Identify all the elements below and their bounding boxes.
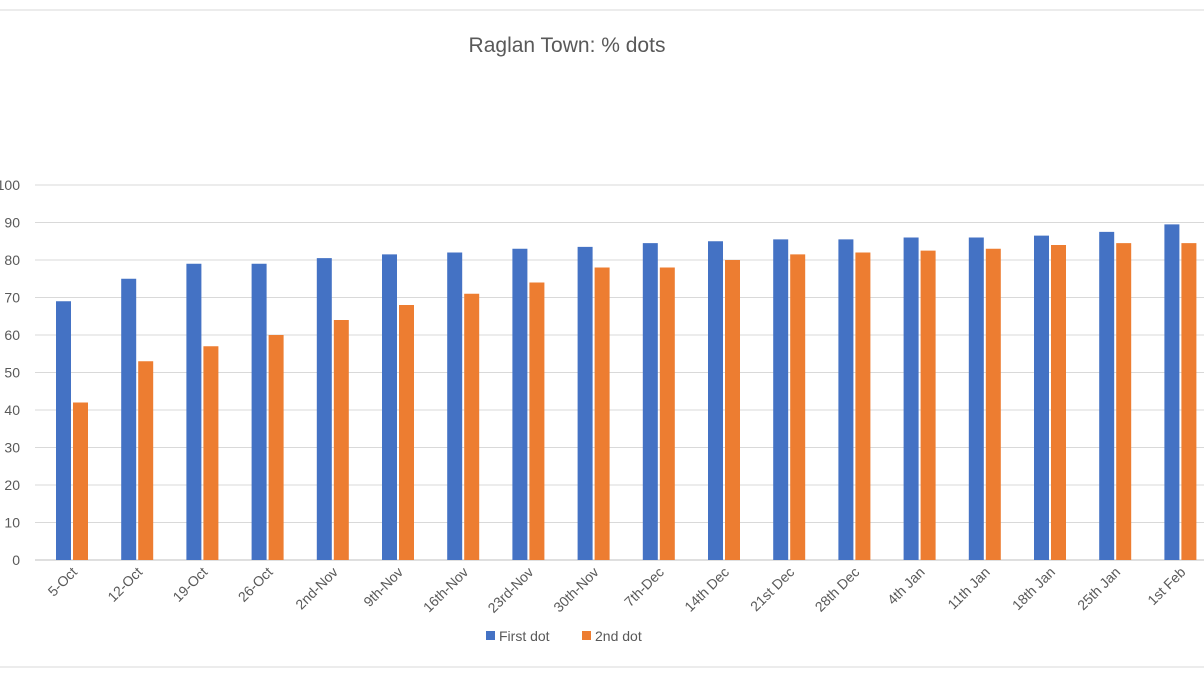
x-tick-label: 19-Oct: [169, 564, 210, 605]
bar-second-dot: [268, 335, 284, 560]
bar-second-dot: [985, 248, 1001, 560]
bar-first-dot: [773, 239, 789, 560]
x-tick-label: 14th Dec: [681, 564, 732, 615]
y-tick-label: 80: [4, 252, 20, 268]
x-tick-label: 30th-Nov: [550, 564, 601, 615]
gridlines: [35, 184, 1204, 561]
bar-second-dot: [333, 320, 349, 560]
x-tick-label: 25th Jan: [1074, 564, 1123, 613]
x-tick-label: 26-Oct: [235, 564, 276, 605]
x-tick-label: 9th-Nov: [360, 564, 406, 610]
bar-second-dot: [659, 267, 675, 560]
bar-first-dot: [56, 301, 71, 560]
bar-first-dot: [838, 239, 854, 560]
x-tick-label: 2nd-Nov: [292, 564, 341, 613]
bar-first-dot: [316, 258, 332, 560]
x-tick-label: 5-Oct: [45, 564, 81, 600]
bar-second-dot: [203, 346, 219, 560]
legend-swatch-second-dot: [582, 631, 591, 640]
bar-second-dot: [73, 402, 88, 560]
legend-swatch-first-dot: [486, 631, 495, 640]
x-tick-label: 11th Jan: [944, 564, 993, 613]
y-tick-label: 0: [12, 552, 20, 568]
y-tick-label: 50: [4, 365, 20, 381]
y-tick-label: 30: [4, 440, 20, 456]
bar-first-dot: [382, 254, 397, 560]
bar-first-dot: [708, 241, 723, 560]
x-tick-label: 12-Oct: [104, 564, 145, 605]
x-tick-label: 4th Jan: [884, 564, 928, 608]
legend-label-second-dot: 2nd dot: [595, 628, 642, 644]
bars: [56, 224, 1197, 560]
bar-second-dot: [920, 250, 936, 560]
legend-label-first-dot: First dot: [499, 628, 550, 644]
x-tick-label: 21st Dec: [747, 564, 797, 614]
bar-first-dot: [1034, 235, 1049, 560]
legend: First dot 2nd dot: [486, 628, 642, 644]
bar-second-dot: [594, 267, 610, 560]
bar-first-dot: [1099, 231, 1115, 560]
bar-first-dot: [251, 263, 267, 560]
x-tick-label: 16th-Nov: [420, 564, 471, 615]
bar-second-dot: [855, 252, 871, 560]
y-tick-label: 90: [4, 215, 20, 231]
bar-second-dot: [1181, 243, 1197, 560]
y-tick-label: 70: [4, 290, 20, 306]
bar-first-dot: [447, 252, 463, 560]
y-tick-label: 40: [4, 402, 20, 418]
bar-second-dot: [529, 282, 545, 560]
chart-title: Raglan Town: % dots: [469, 34, 666, 57]
y-tick-label: 20: [4, 477, 20, 493]
x-tick-label: 1st Feb: [1144, 564, 1188, 608]
bar-second-dot: [1051, 245, 1066, 560]
bar-second-dot: [399, 305, 414, 560]
x-axis-ticks: 5-Oct 12-Oct 19-Oct 26-Oct 2nd-Nov 9th-Nov 16t…: [45, 564, 1189, 616]
y-axis-ticks: 0 10 20 30 40 50 60 70 80 90 100: [0, 177, 20, 568]
bar-first-dot: [577, 246, 593, 560]
x-tick-label: 18th Jan: [1009, 564, 1058, 613]
bar-first-dot: [186, 263, 202, 560]
x-tick-label: 7th-Dec: [621, 564, 667, 610]
bar-second-dot: [464, 293, 480, 560]
x-tick-label: 23rd-Nov: [484, 564, 536, 616]
bar-first-dot: [121, 278, 137, 560]
bar-first-dot: [512, 248, 528, 560]
bar-second-dot: [725, 260, 740, 560]
bar-first-dot: [642, 243, 658, 560]
y-tick-label: 100: [0, 177, 20, 193]
bar-second-dot: [790, 254, 806, 560]
x-tick-label: 28th Dec: [812, 564, 863, 615]
bar-second-dot: [1116, 243, 1132, 560]
bar-first-dot: [968, 237, 984, 560]
bar-second-dot: [138, 361, 154, 560]
bar-first-dot: [903, 237, 919, 560]
bar-first-dot: [1164, 224, 1180, 560]
y-tick-label: 10: [4, 515, 20, 531]
y-tick-label: 60: [4, 327, 20, 343]
